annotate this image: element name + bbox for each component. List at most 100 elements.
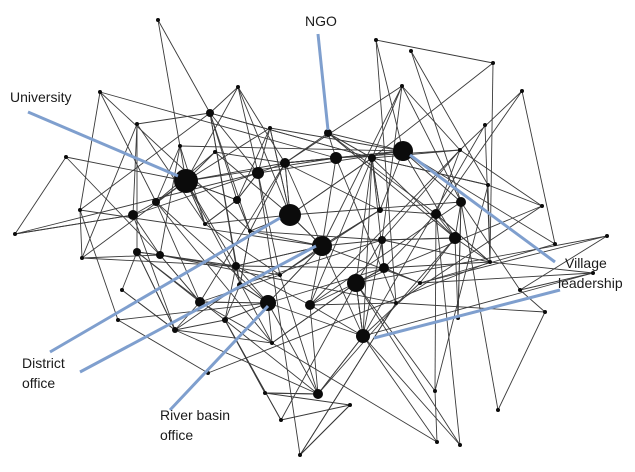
network-edge [497, 311, 546, 411]
network-edge [401, 85, 461, 151]
network-edge [402, 150, 456, 239]
label-district-line1: District [22, 355, 65, 371]
network-edge [371, 85, 403, 159]
network-node [458, 148, 462, 152]
network-edge [383, 213, 437, 269]
network-node [435, 440, 439, 444]
network-edge [239, 230, 251, 286]
network-edge [321, 85, 403, 247]
network-edge [519, 272, 594, 291]
network-edge [321, 209, 381, 247]
network-node [98, 90, 102, 94]
network-edge [235, 265, 311, 306]
network-edge [435, 90, 523, 215]
arrow-layer [27, 33, 561, 412]
network-edge [419, 237, 456, 284]
network-node [348, 403, 352, 407]
network-edge [185, 162, 286, 182]
network-node [203, 222, 207, 226]
network-node [378, 236, 386, 244]
network-node [591, 271, 595, 275]
network-node [174, 169, 198, 193]
network-edge [395, 205, 543, 304]
network-edge [521, 90, 556, 245]
network-node [496, 408, 500, 412]
network-edge [362, 335, 438, 443]
network-edge [371, 157, 381, 211]
network-node [116, 318, 120, 322]
network-edge [321, 245, 421, 284]
network-edge [459, 90, 523, 151]
network-edge [280, 282, 357, 421]
arrow-university [27, 110, 179, 178]
network-node [449, 232, 461, 244]
network-edge [209, 112, 237, 267]
network-edge [419, 235, 608, 284]
arrow-district-2 [79, 244, 317, 374]
network-edge [155, 201, 201, 303]
network-edge [362, 157, 373, 337]
network-edge [371, 62, 494, 159]
network-edge [381, 149, 461, 241]
network-edge [459, 149, 543, 207]
network-edge [327, 132, 404, 152]
label-river-line1: River basin [160, 407, 230, 423]
network-node [418, 281, 422, 285]
network-edge [267, 302, 364, 337]
arrow-district-1 [49, 216, 281, 354]
network-edge [174, 319, 226, 331]
network-node [520, 89, 524, 93]
network-edge [309, 157, 373, 306]
network-edge [271, 282, 357, 344]
network-node [78, 208, 82, 212]
network-node [233, 196, 241, 204]
network-edge [375, 39, 494, 64]
network-node [483, 123, 487, 127]
network-edge [157, 19, 211, 114]
network-node [298, 453, 302, 457]
network-edge [224, 319, 319, 395]
network-node [313, 389, 323, 399]
network-edge [204, 214, 291, 225]
network-edge [489, 62, 494, 263]
network-node [178, 144, 182, 148]
network-edge [79, 209, 83, 259]
network-node [156, 18, 160, 22]
network-node [393, 141, 413, 161]
network-edge [410, 50, 489, 186]
network-edge [81, 254, 161, 259]
network-edge [355, 282, 436, 392]
network-edge [132, 214, 176, 331]
network-node [279, 418, 283, 422]
network-edge [289, 201, 462, 216]
network-edge [284, 157, 337, 164]
network-node [152, 198, 160, 206]
network-node [433, 389, 437, 393]
network-edge [132, 123, 138, 216]
network-node [431, 209, 441, 219]
arrow-ngo [316, 33, 330, 131]
network-edge [249, 162, 286, 232]
network-edge [419, 243, 556, 284]
network-edge [284, 85, 403, 164]
network-node [135, 122, 139, 126]
label-district-line2: office [22, 375, 55, 391]
network-node [379, 263, 389, 273]
network-edge [454, 201, 462, 239]
network-edge [214, 151, 291, 216]
arrow-village-2 [373, 288, 561, 340]
network-node [518, 288, 522, 292]
network-edge [224, 284, 241, 321]
network-edge [121, 289, 176, 331]
network-edge [214, 151, 286, 164]
network-node [213, 150, 217, 154]
network-node [222, 317, 228, 323]
network-edge [309, 149, 461, 306]
network-node [195, 297, 205, 307]
node-layer [13, 18, 609, 457]
network-edge [264, 392, 351, 406]
network-edge [317, 237, 456, 395]
network-edge [280, 404, 351, 421]
network-node [330, 152, 342, 164]
